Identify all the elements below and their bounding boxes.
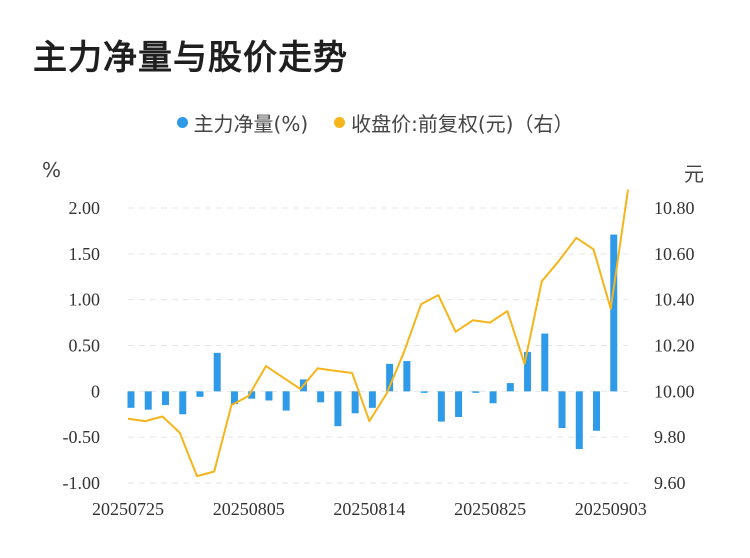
legend: 主力净量(%) 收盘价:前复权(元)（右） — [0, 108, 750, 137]
x-tick-label: 20250903 — [575, 499, 647, 519]
bar — [161, 391, 169, 406]
legend-dot-close-price — [334, 117, 346, 128]
bar — [524, 351, 532, 392]
legend-label-net-volume: 主力净量(%) — [193, 112, 309, 136]
bar — [541, 333, 549, 392]
left-tick-label: 0 — [91, 381, 100, 401]
bar — [575, 391, 583, 450]
legend-dot-net-volume — [176, 117, 188, 128]
bar — [265, 391, 273, 401]
x-tick-label: 20250725 — [92, 499, 164, 519]
right-tick-label: 10.60 — [654, 244, 695, 264]
bar — [213, 352, 221, 392]
bar — [420, 391, 428, 393]
line-series — [127, 189, 629, 478]
left-tick-label: 1.00 — [69, 290, 101, 310]
bar — [144, 391, 152, 410]
right-axis-unit: 元 — [684, 162, 704, 186]
left-tick-label: 0.50 — [69, 336, 101, 356]
grid-lines — [128, 207, 628, 484]
bar — [593, 391, 601, 431]
left-axis-unit: % — [42, 158, 62, 182]
bar — [317, 391, 325, 403]
bar — [455, 391, 463, 417]
left-tick-label: -1.00 — [63, 473, 101, 493]
close-price-line — [127, 189, 629, 478]
bar — [472, 391, 480, 393]
right-tick-label: 9.60 — [654, 473, 686, 493]
right-tick-label: 10.00 — [654, 381, 695, 401]
bar — [558, 391, 566, 428]
legend-label-close-price: 收盘价:前复权(元)（右） — [351, 112, 574, 136]
legend-item-close-price[interactable]: 收盘价:前复权(元)（右） — [334, 108, 573, 137]
bar — [334, 391, 342, 427]
right-tick-label: 10.20 — [654, 336, 695, 356]
bar — [248, 391, 256, 399]
chart-title: 主力净量与股价走势 — [33, 38, 348, 78]
left-tick-label: -0.50 — [63, 427, 101, 447]
bar — [368, 391, 376, 408]
tick-labels: 2.00 1.50 1.00 0.50 0 -0.50 -1.00 10.80 10.60 10.… — [63, 198, 695, 519]
left-tick-label: 2.00 — [69, 198, 101, 218]
bar — [386, 363, 394, 392]
x-tick-label: 20250805 — [213, 499, 285, 519]
left-tick-label: 1.50 — [69, 244, 101, 264]
legend-item-net-volume[interactable]: 主力净量(%) — [176, 108, 309, 137]
x-tick-label: 20250814 — [333, 499, 405, 519]
right-tick-label: 9.80 — [654, 427, 686, 447]
bar — [437, 391, 445, 422]
bar — [403, 361, 411, 392]
bar — [489, 391, 497, 404]
bar — [179, 391, 187, 415]
bar — [610, 234, 618, 392]
right-tick-label: 10.80 — [654, 198, 695, 218]
bar — [351, 391, 359, 414]
bar — [282, 391, 290, 411]
bar — [230, 391, 238, 405]
bar — [506, 383, 514, 392]
bar — [127, 391, 135, 408]
x-tick-label: 20250825 — [454, 499, 526, 519]
bar — [196, 391, 204, 397]
right-tick-label: 10.40 — [654, 290, 695, 310]
